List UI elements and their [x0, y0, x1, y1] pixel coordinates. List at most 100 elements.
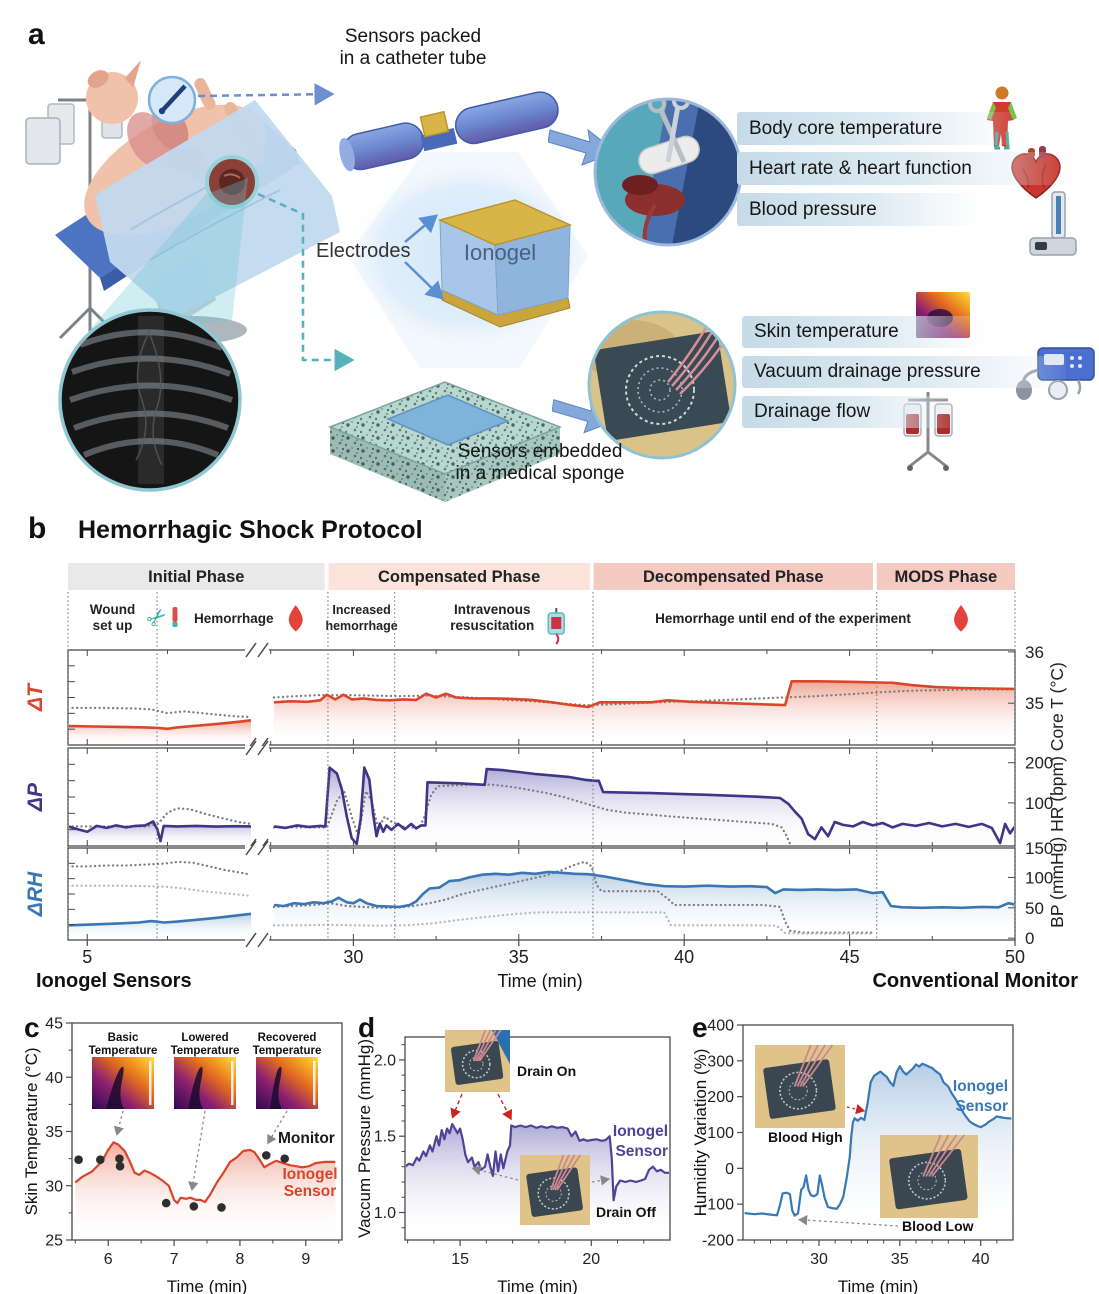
x-tick-label: 40	[972, 1251, 990, 1268]
output-blood-pressure: Blood pressure	[737, 193, 979, 226]
ionogel-trace	[273, 870, 1014, 910]
drain-on-arrow	[450, 1093, 463, 1119]
drain-off-label: Drain Off	[596, 1204, 656, 1220]
x-tick-label: 35	[509, 947, 529, 967]
ionogel-sensor-label: Ionogel	[953, 1078, 1008, 1095]
blood-drop-icon	[954, 605, 968, 632]
blood-drop-icon	[288, 605, 303, 632]
ionogel-sensor-label: Ionogel	[613, 1123, 668, 1140]
y-tick-label: 1.0	[374, 1205, 396, 1222]
ionogel-sensor-label: Sensor	[284, 1183, 337, 1200]
ionogel-sensor-label: Sensor	[615, 1143, 668, 1160]
monitor-point	[280, 1154, 290, 1163]
ionogel-trace	[69, 820, 252, 843]
sponge-photo-inset	[880, 1134, 978, 1218]
monitor-point	[96, 1155, 105, 1165]
xray-icon	[58, 308, 242, 492]
sponge-photo-inset	[755, 1044, 845, 1128]
event-label: Increased	[332, 603, 390, 617]
electrodes-label: Electrodes	[316, 240, 411, 262]
x-tick-label: 50	[1005, 947, 1025, 967]
row-label-delta-P: ΔP	[24, 782, 47, 812]
y-tick-label: 100	[707, 1125, 734, 1142]
event-label: hemorrhage	[325, 619, 397, 633]
phase-band	[593, 563, 873, 590]
thermal-photo-inset	[174, 1057, 236, 1109]
ionogel-trace	[69, 719, 252, 731]
sponge-photo-inset	[445, 1029, 510, 1092]
bp-monitor-icon	[1029, 191, 1077, 256]
x-tick-label: 9	[301, 1251, 310, 1268]
right-axis-tick: 100	[1025, 868, 1053, 887]
thermometer-probe-icon	[147, 75, 197, 125]
blood-drop-icon	[288, 605, 303, 632]
ionogel-trace	[273, 766, 1014, 845]
delta-T-series	[69, 680, 1014, 744]
drain-off-arrow	[471, 1165, 519, 1181]
x-tick-label: 45	[840, 947, 860, 967]
event-label: set up	[93, 618, 133, 633]
phase-band	[876, 563, 1015, 590]
x-tick-label: 15	[451, 1251, 469, 1268]
y-tick-label: -100	[702, 1197, 734, 1214]
output-skin-temperature: Skin temperature	[742, 316, 984, 348]
x-tick-label: 30	[343, 947, 363, 967]
monitor-point	[217, 1203, 226, 1212]
panel-c-letter: c	[24, 1012, 40, 1043]
iv-bag-icon	[547, 608, 566, 645]
operating-table-scene	[25, 60, 340, 492]
inset-label: Temperature	[89, 1045, 158, 1057]
y-tick-label: 400	[707, 1018, 734, 1035]
thermal-photo-inset	[92, 1057, 154, 1109]
x-tick-label: 30	[810, 1251, 828, 1268]
drain-on-label: Drain On	[517, 1063, 576, 1079]
zoom-beam	[88, 178, 248, 332]
y-tick-label: 40	[45, 1070, 63, 1087]
catheter-tube-icon	[339, 91, 559, 172]
y-tick-label: -200	[702, 1233, 734, 1250]
monitor-point	[161, 1198, 171, 1208]
surgery-photo	[593, 97, 743, 247]
sponge-photo	[587, 310, 737, 460]
output-drainage-flow: Drainage flow	[742, 396, 956, 428]
monitor-trace	[272, 860, 874, 934]
ionogel-sensor-label: Ionogel	[282, 1166, 337, 1183]
monitor-point	[115, 1154, 124, 1163]
x-tick-label: 6	[104, 1251, 113, 1268]
panel-b-chart: Initial Phase Compensated Phase Decompensa…	[24, 563, 1067, 967]
phase-label: MODS Phase	[895, 568, 998, 586]
monitor-trace	[69, 706, 253, 719]
dashed-arrow-to-catheter	[197, 83, 335, 106]
panel-a-illustration	[25, 60, 1095, 502]
inset-label: Recovered	[258, 1032, 317, 1044]
phase-label: Decompensated Phase	[643, 568, 824, 586]
monitor-point	[189, 1202, 199, 1211]
inset-label: Temperature	[253, 1045, 322, 1057]
phase-label: Initial Phase	[148, 568, 244, 586]
thermal-photo-inset	[256, 1057, 318, 1109]
right-axis-title: BP (mmHg) HR (bpm) Core T (°C)	[1047, 662, 1067, 928]
x-tick-label: 7	[170, 1251, 179, 1268]
electrode-arrow-top	[404, 214, 438, 243]
monitor-point	[74, 1155, 83, 1165]
y-axis-title: Skin Temperature (°C)	[22, 1047, 41, 1215]
monitor-point	[261, 1151, 271, 1160]
event-label: resuscitation	[450, 618, 534, 633]
time-axis-label: Time (min)	[497, 971, 583, 991]
inset-arrow	[113, 1110, 124, 1136]
catheter-caption: Sensors packed in a catheter tube	[339, 26, 487, 69]
y-tick-label: 35	[45, 1124, 63, 1141]
right-axis-tick: 100	[1025, 794, 1053, 813]
x-axis-title: Time (min)	[838, 1277, 919, 1294]
ionogel-sensors-caption: Ionogel Sensors	[36, 970, 192, 992]
monitor-label: Monitor	[278, 1130, 335, 1147]
inset-arrow	[188, 1110, 206, 1192]
panel-c-series	[74, 1141, 336, 1239]
ionogel-trace	[273, 680, 1014, 709]
electrode-arrow-bottom	[404, 261, 444, 300]
y-tick-label: 45	[45, 1016, 63, 1033]
ionogel-cube-icon	[437, 199, 573, 328]
sponge-photo-inset	[520, 1154, 590, 1225]
blood-low-label: Blood Low	[902, 1218, 974, 1234]
right-axis-tick: 200	[1025, 754, 1053, 773]
